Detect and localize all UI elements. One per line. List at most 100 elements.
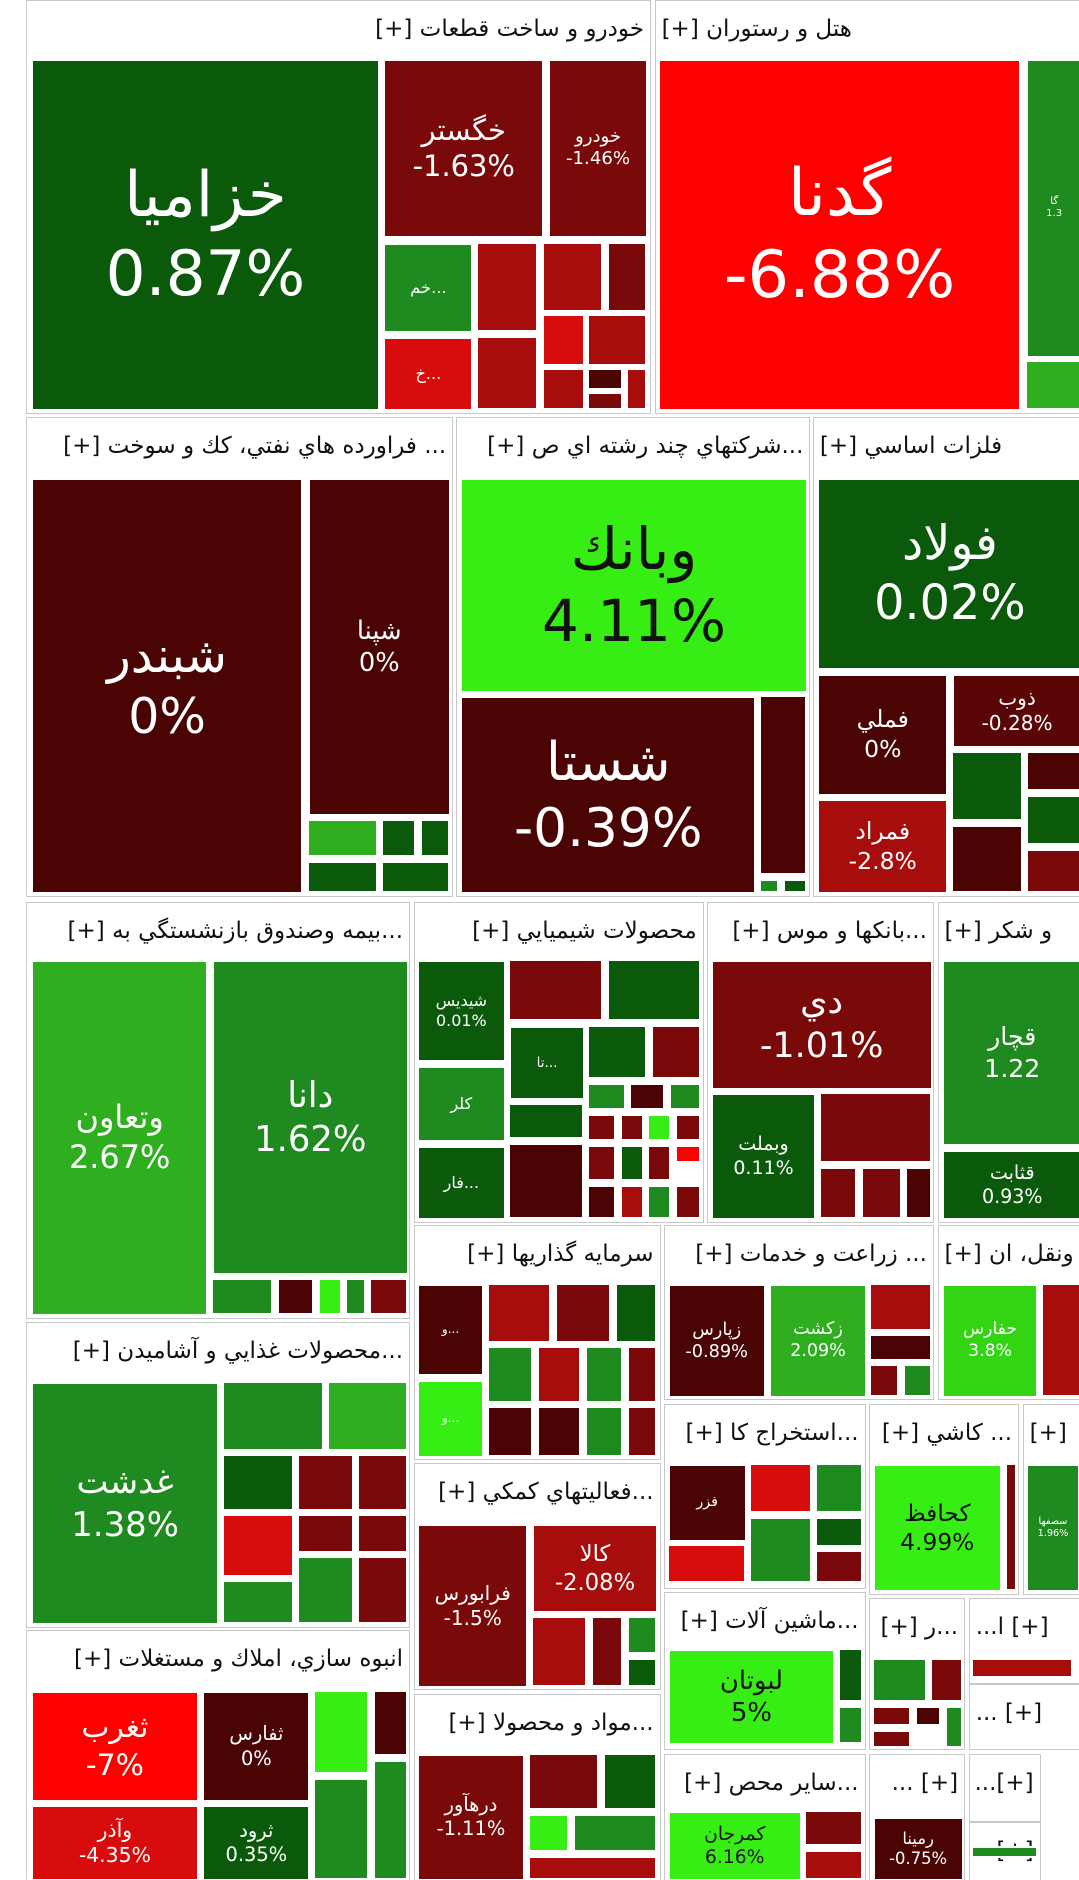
sector-header[interactable]: سرمايه گذاريها [+] bbox=[467, 1241, 654, 1268]
stock-cell[interactable] bbox=[587, 1113, 617, 1142]
sector-header[interactable]: ...بانكها و موس [+] bbox=[732, 917, 927, 944]
stock-tile[interactable]: شبندر 0% bbox=[30, 478, 304, 895]
stock-cell[interactable] bbox=[871, 1729, 912, 1748]
stock-cell[interactable] bbox=[818, 1166, 858, 1220]
stock-tile[interactable]: قثابت 0.93% bbox=[942, 1149, 1079, 1221]
stock-cell[interactable] bbox=[312, 1690, 370, 1775]
stock-cell[interactable] bbox=[1026, 750, 1079, 792]
stock-cell[interactable] bbox=[555, 1282, 612, 1343]
stock-cell[interactable] bbox=[306, 860, 378, 894]
stock-cell[interactable] bbox=[541, 368, 586, 410]
stock-tile[interactable]: تا... bbox=[509, 1026, 585, 1101]
sector-header[interactable]: ...ر [+] bbox=[880, 1614, 959, 1641]
stock-cell[interactable] bbox=[591, 1616, 624, 1687]
stock-cell[interactable] bbox=[627, 1406, 657, 1457]
stock-tile[interactable]: ثرود 0.35% bbox=[202, 1805, 311, 1880]
stock-cell[interactable] bbox=[749, 1462, 812, 1513]
stock-cell[interactable] bbox=[475, 242, 539, 333]
stock-cell[interactable] bbox=[419, 818, 450, 858]
stock-cell[interactable] bbox=[537, 1346, 582, 1403]
stock-tile[interactable]: خگستر -1.63% bbox=[383, 58, 545, 239]
sector-header[interactable]: انبوه سازي، املاك و مستغلات [+] bbox=[74, 1646, 404, 1673]
sector-header[interactable]: فلزات اساسي [+] bbox=[819, 433, 1003, 460]
sector-header[interactable]: ...بيمه وصندوق بازنشستگي به [+] bbox=[67, 917, 404, 944]
stock-tile[interactable]: زپارس -0.89% bbox=[667, 1283, 766, 1398]
stock-cell[interactable] bbox=[221, 1381, 324, 1451]
stock-cell[interactable] bbox=[297, 1454, 354, 1511]
stock-cell[interactable] bbox=[1026, 794, 1079, 846]
stock-cell[interactable] bbox=[573, 1813, 657, 1853]
stock-cell[interactable] bbox=[306, 818, 378, 858]
stock-cell[interactable] bbox=[587, 1025, 648, 1079]
stock-cell[interactable] bbox=[527, 1813, 570, 1853]
stock-cell[interactable] bbox=[950, 750, 1023, 822]
stock-tile[interactable]: شپنا 0% bbox=[307, 478, 451, 817]
stock-cell[interactable] bbox=[345, 1278, 366, 1316]
stock-cell[interactable] bbox=[297, 1514, 354, 1553]
stock-cell[interactable] bbox=[221, 1580, 294, 1625]
stock-tile[interactable]: خودرو -1.46% bbox=[547, 58, 649, 239]
stock-cell[interactable] bbox=[749, 1516, 812, 1583]
stock-cell[interactable] bbox=[666, 1544, 746, 1583]
stock-tile[interactable]: لبوتان 5% bbox=[667, 1649, 836, 1746]
stock-tile[interactable]: ثفارس 0% bbox=[202, 1691, 311, 1802]
stock-cell[interactable] bbox=[372, 1759, 408, 1880]
stock-tile[interactable]: كحافظ 4.99% bbox=[872, 1463, 1003, 1592]
stock-tile[interactable]: درهآور -1.11% bbox=[417, 1753, 525, 1880]
stock-cell[interactable] bbox=[869, 1282, 932, 1331]
stock-cell[interactable] bbox=[804, 1849, 864, 1880]
stock-cell[interactable] bbox=[221, 1514, 294, 1577]
stock-cell[interactable] bbox=[537, 1406, 582, 1457]
stock-cell[interactable] bbox=[647, 1113, 672, 1142]
stock-cell[interactable] bbox=[619, 1113, 644, 1142]
stock-cell[interactable] bbox=[668, 1082, 702, 1111]
sector-header[interactable]: [+] bbox=[1029, 1419, 1067, 1446]
stock-tile[interactable]: خم... bbox=[383, 243, 474, 334]
stock-cell[interactable] bbox=[902, 1364, 932, 1397]
stock-cell[interactable] bbox=[603, 1752, 657, 1811]
stock-tile[interactable]: كالا -2.08% bbox=[532, 1523, 658, 1614]
sector-header[interactable]: [+]... bbox=[974, 1769, 1034, 1796]
stock-tile[interactable]: فملي 0% bbox=[817, 673, 949, 796]
stock-tile[interactable]: وبانك 4.11% bbox=[460, 478, 808, 693]
stock-cell[interactable] bbox=[508, 1142, 584, 1220]
stock-tile[interactable]: كمرجان 6.16% bbox=[667, 1811, 802, 1880]
stock-cell[interactable] bbox=[585, 1406, 624, 1457]
stock-tile[interactable]: خ... bbox=[383, 336, 474, 412]
stock-tile[interactable]: دي -1.01% bbox=[710, 960, 933, 1090]
stock-cell[interactable] bbox=[950, 824, 1023, 894]
stock-tile[interactable]: وبملت 0.11% bbox=[710, 1093, 817, 1221]
stock-cell[interactable] bbox=[587, 1144, 617, 1181]
stock-cell[interactable] bbox=[647, 1184, 672, 1220]
stock-tile[interactable]: حفارس 3.8% bbox=[942, 1283, 1039, 1398]
sector-header[interactable]: ... فراورده هاي نفتي، كك و سوخت [+] bbox=[63, 433, 447, 460]
stock-cell[interactable] bbox=[541, 314, 586, 366]
stock-cell[interactable] bbox=[312, 1777, 370, 1880]
stock-tile[interactable]: وآذر -4.35% bbox=[30, 1805, 199, 1880]
stock-cell[interactable] bbox=[372, 1690, 408, 1757]
stock-cell[interactable] bbox=[221, 1454, 294, 1511]
stock-cell[interactable] bbox=[381, 818, 416, 858]
stock-cell[interactable] bbox=[475, 335, 539, 411]
stock-cell[interactable] bbox=[615, 1282, 657, 1343]
stock-tile[interactable]: سصفها 1.96% bbox=[1026, 1463, 1079, 1592]
sector-header[interactable]: ...محصولات غذايي و آشاميدن [+] bbox=[72, 1338, 404, 1365]
stock-cell[interactable] bbox=[369, 1278, 408, 1316]
stock-cell[interactable] bbox=[815, 1462, 864, 1513]
stock-cell[interactable] bbox=[838, 1648, 864, 1703]
stock-cell[interactable] bbox=[674, 1184, 702, 1220]
stock-cell[interactable] bbox=[587, 1184, 617, 1220]
stock-cell[interactable] bbox=[527, 1752, 600, 1811]
stock-cell[interactable] bbox=[381, 860, 450, 894]
sector-header[interactable]: ونقل، ان [+] bbox=[944, 1241, 1074, 1268]
stock-cell[interactable] bbox=[815, 1550, 864, 1583]
stock-cell[interactable] bbox=[627, 1658, 657, 1687]
stock-tile[interactable]: گا 1.3 bbox=[1026, 58, 1079, 359]
stock-cell[interactable] bbox=[627, 1346, 657, 1403]
stock-cell[interactable] bbox=[585, 1346, 624, 1403]
sector-header[interactable]: هتل و رستوران [+] bbox=[661, 16, 852, 42]
stock-cell[interactable] bbox=[619, 1184, 644, 1220]
stock-cell[interactable] bbox=[357, 1556, 408, 1625]
stock-cell[interactable] bbox=[297, 1556, 354, 1625]
stock-cell[interactable] bbox=[1025, 359, 1079, 410]
